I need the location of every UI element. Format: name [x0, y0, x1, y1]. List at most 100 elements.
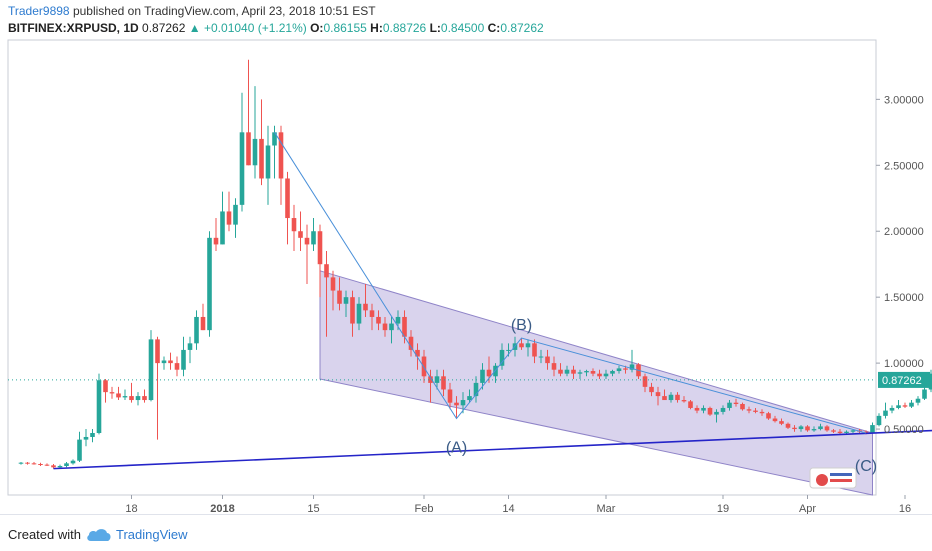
- candle-body: [695, 408, 700, 411]
- candle-body: [51, 465, 56, 467]
- candle-body: [240, 132, 245, 205]
- candle-body: [162, 360, 167, 363]
- y-tick-label: 1.00000: [884, 358, 924, 370]
- candle-body: [597, 374, 602, 377]
- candle-body: [558, 370, 563, 374]
- tradingview-link[interactable]: TradingView: [116, 527, 188, 542]
- y-tick-label: 0.50000: [884, 424, 924, 436]
- candle-body: [38, 464, 43, 465]
- candle-body: [233, 205, 238, 225]
- candle-body: [337, 291, 342, 304]
- candle-body: [97, 380, 102, 433]
- x-tick-label: 18: [125, 503, 137, 514]
- candle-body: [357, 304, 362, 324]
- candle-body: [708, 408, 713, 415]
- candle-body: [584, 371, 589, 372]
- candle-body: [422, 357, 427, 377]
- candle-body: [701, 408, 706, 411]
- candle-body: [201, 317, 206, 330]
- candle-body: [188, 343, 193, 350]
- candle-body: [682, 400, 687, 401]
- candle-body: [175, 363, 180, 370]
- candle-body: [675, 395, 680, 400]
- candle-body: [103, 380, 108, 392]
- price-chart[interactable]: (A)(B)(C) 3.000002.500002.000001.500001.…: [0, 0, 932, 514]
- candle-body: [136, 396, 141, 400]
- flag-icon: [810, 468, 856, 488]
- candle-body: [64, 463, 69, 466]
- candle-body: [896, 405, 901, 408]
- current-price-label: 0.87262: [882, 375, 922, 387]
- candle-body: [480, 370, 485, 383]
- candle-body: [721, 408, 726, 412]
- candle-body: [825, 426, 830, 430]
- candle-body: [168, 360, 173, 363]
- candle-body: [851, 430, 856, 431]
- candle-body: [467, 396, 472, 400]
- candle-body: [71, 461, 76, 464]
- candle-body: [734, 403, 739, 404]
- candle-body: [149, 339, 154, 400]
- candle-body: [84, 437, 89, 440]
- candle-body: [545, 357, 550, 364]
- candle-body: [389, 324, 394, 331]
- candle-body: [311, 231, 316, 244]
- candle-body: [448, 389, 453, 402]
- candle-body: [760, 412, 765, 413]
- wave-label: (C): [855, 458, 877, 475]
- candle-body: [571, 370, 576, 374]
- x-tick-label: Mar: [597, 503, 616, 514]
- candle-body: [565, 370, 570, 374]
- candle-body: [649, 387, 654, 392]
- candle-body: [662, 396, 667, 400]
- candle-body: [669, 395, 674, 400]
- candle-body: [812, 429, 817, 430]
- candle-body: [870, 425, 875, 433]
- candle-body: [155, 339, 160, 363]
- candle-body: [688, 401, 693, 408]
- candle-body: [129, 396, 134, 400]
- candle-body: [610, 371, 615, 374]
- candle-body: [831, 430, 836, 431]
- candle-body: [500, 350, 505, 366]
- candle-body: [766, 413, 771, 418]
- candle-body: [916, 399, 921, 403]
- candle-body: [409, 337, 414, 350]
- candle-body: [220, 211, 225, 244]
- candle-body: [324, 264, 329, 277]
- candle-body: [578, 372, 583, 373]
- candle-body: [253, 139, 258, 165]
- candle-body: [25, 463, 30, 464]
- candle-body: [461, 400, 466, 405]
- candle-body: [376, 317, 381, 324]
- x-tick-label: 2018: [210, 503, 234, 514]
- x-tick-label: Feb: [415, 503, 434, 514]
- candle-body: [19, 463, 24, 464]
- candle-body: [922, 389, 927, 398]
- candle-body: [604, 374, 609, 377]
- candle-body: [45, 465, 50, 466]
- candle-body: [318, 231, 323, 264]
- y-tick-label: 3.00000: [884, 94, 924, 106]
- candle-body: [259, 139, 264, 179]
- candle-body: [623, 368, 628, 369]
- tradingview-cloud-icon: [86, 528, 112, 542]
- candle-body: [552, 363, 557, 370]
- x-tick-label: 19: [717, 503, 729, 514]
- candle-body: [773, 419, 778, 422]
- candle-body: [344, 297, 349, 304]
- candle-body: [383, 324, 388, 331]
- y-tick-label: 2.50000: [884, 160, 924, 172]
- candle-body: [818, 426, 823, 429]
- wave-label: (B): [511, 317, 532, 334]
- candle-body: [454, 403, 459, 406]
- candle-body: [396, 317, 401, 324]
- candle-body: [181, 350, 186, 370]
- candle-body: [370, 310, 375, 317]
- candle-body: [90, 433, 95, 437]
- candle-body: [194, 317, 199, 343]
- candle-body: [740, 404, 745, 409]
- candle-body: [844, 432, 849, 433]
- candle-body: [227, 211, 232, 224]
- candle-body: [526, 343, 531, 347]
